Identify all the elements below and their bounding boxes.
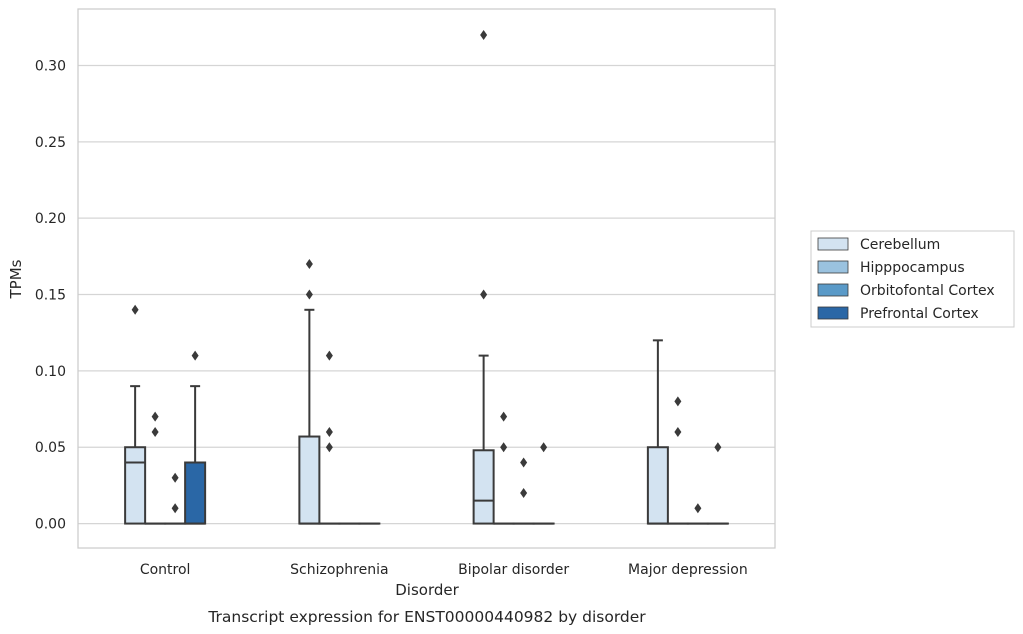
outlier-point — [674, 396, 682, 407]
x-axis-ticks: Control Schizophrenia Bipolar disorder Majo… — [140, 562, 748, 578]
outlier-point — [151, 411, 159, 422]
outlier-point — [191, 350, 199, 361]
outlier-point — [171, 503, 179, 514]
outliers — [131, 29, 722, 514]
outlier-point — [520, 457, 528, 468]
y-tick-label: 0.20 — [35, 211, 66, 227]
y-axis-ticks: 0.00 0.05 0.10 0.15 0.20 0.25 0.30 — [35, 58, 66, 532]
x-tick-label: Bipolar disorder — [458, 562, 569, 578]
box-2-0 — [472, 354, 495, 525]
legend-label: Orbitofontal Cortex — [860, 283, 995, 299]
outlier-point — [540, 442, 548, 453]
box-body — [184, 461, 207, 525]
y-tick-label: 0.15 — [35, 288, 66, 304]
legend-label: Cerebellum — [860, 237, 940, 253]
y-axis-title: TPMs — [7, 259, 25, 299]
y-tick-label: 0.05 — [35, 440, 66, 456]
outlier-point — [325, 350, 333, 361]
outlier-point — [305, 258, 313, 269]
y-tick-label: 0.25 — [35, 135, 66, 151]
outlier-point — [694, 503, 702, 514]
legend-swatch — [817, 283, 849, 297]
legend-label: Prefrontal Cortex — [860, 306, 979, 322]
legend-swatch — [817, 237, 849, 251]
legend-swatch — [817, 306, 849, 320]
box-1-0 — [298, 308, 321, 525]
box-body — [298, 435, 321, 525]
x-axis-title: Disorder — [395, 581, 459, 599]
outlier-point — [325, 426, 333, 437]
legend-label: Hipppocampus — [860, 260, 965, 276]
outlier-point — [674, 426, 682, 437]
gridlines — [78, 64, 775, 525]
outlier-point — [480, 29, 488, 40]
legend-swatch — [817, 260, 849, 274]
x-tick-label: Control — [140, 562, 191, 578]
box-3-0 — [646, 339, 669, 525]
outlier-point — [480, 289, 488, 300]
outlier-point — [520, 488, 528, 499]
outlier-point — [131, 304, 139, 315]
outlier-point — [714, 442, 722, 453]
box-body — [124, 446, 147, 525]
box-0-0 — [124, 385, 147, 525]
outlier-point — [151, 426, 159, 437]
outlier-point — [171, 472, 179, 483]
x-tick-label: Schizophrenia — [290, 562, 388, 578]
box-0-3 — [184, 385, 207, 525]
outlier-point — [500, 442, 508, 453]
boxes — [124, 308, 729, 525]
y-tick-label: 0.10 — [35, 364, 66, 380]
outlier-point — [305, 289, 313, 300]
outlier-point — [325, 442, 333, 453]
box-body — [646, 446, 669, 525]
chart-caption: Transcript expression for ENST0000044098… — [207, 608, 646, 626]
outlier-point — [500, 411, 508, 422]
y-tick-label: 0.00 — [35, 517, 66, 533]
x-tick-label: Major depression — [628, 562, 748, 578]
plot-frame — [77, 8, 776, 549]
box-body — [472, 449, 495, 525]
legend: Cerebellum Hipppocampus Orbitofontal Corte… — [810, 230, 1015, 328]
y-tick-label: 0.30 — [35, 58, 66, 74]
